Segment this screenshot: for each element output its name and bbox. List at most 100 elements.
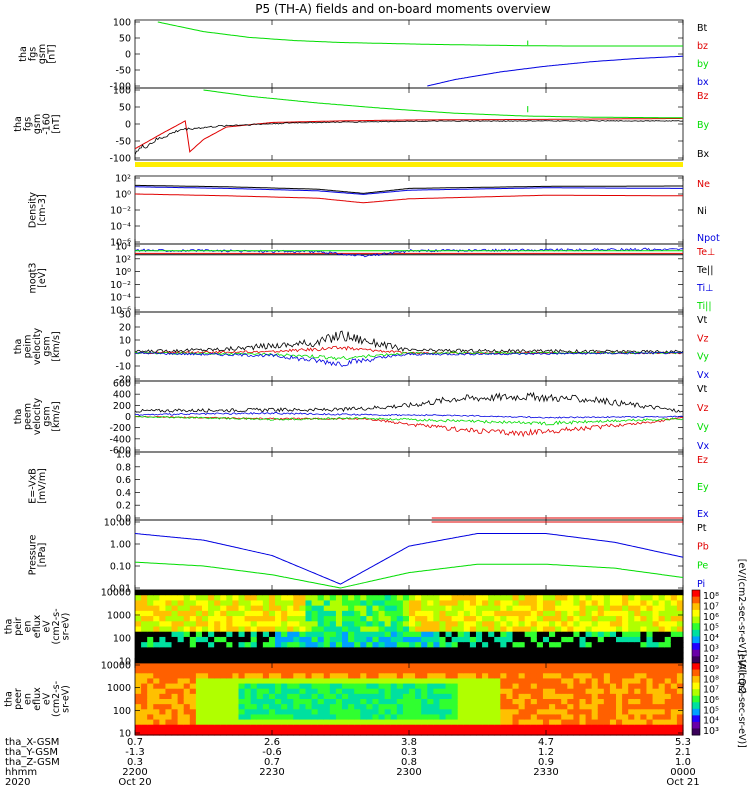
spectrogram-cell (159, 590, 167, 596)
spectrogram-cell (384, 610, 392, 617)
spectrogram-cell (147, 709, 154, 716)
spectrogram-cell (250, 621, 258, 628)
spectrogram-cell (268, 600, 276, 607)
spectrogram-cell (518, 595, 526, 602)
spectrogram-cell (494, 663, 501, 669)
spectrogram-cell (141, 724, 148, 731)
spectrogram-cell (208, 683, 215, 690)
spectrogram-cell (658, 652, 666, 659)
spectrogram-cell (195, 652, 203, 659)
spectrogram-cell (415, 610, 422, 617)
spectrogram-cell (153, 657, 160, 664)
spectrogram-cell (141, 673, 148, 680)
spectrogram-cell (317, 673, 325, 680)
spectrogram-cell (457, 688, 465, 695)
spectrogram-cell (622, 657, 629, 664)
legend-ex: Ex (697, 509, 709, 520)
spectrogram-cell (360, 704, 367, 710)
spectrogram-cell (165, 616, 173, 622)
spectrogram-cell (250, 626, 258, 633)
spectrogram-cell (214, 673, 221, 680)
spectrogram-cell (311, 657, 319, 664)
spectrogram-cell (232, 600, 240, 607)
spectrogram-cell (457, 652, 465, 659)
spectrogram-cell (238, 595, 246, 602)
spectrogram-cell (415, 636, 422, 643)
spectrogram-cell (135, 631, 142, 638)
spectrogram-cell (640, 626, 648, 633)
spectrogram-cell (585, 616, 593, 622)
spectrogram-cell (147, 631, 154, 638)
spectrogram-cell (141, 699, 148, 705)
spectrogram-cell (323, 590, 331, 596)
panel-5: thapeimvelocitygsm[km/s]3020100-10-20VtV… (13, 310, 709, 386)
spectrogram-cell (475, 673, 483, 680)
spectrogram-cell (305, 642, 313, 648)
spectrogram-cell (159, 729, 167, 736)
spectrogram-cell (451, 714, 459, 721)
spectrogram-cell (646, 616, 654, 622)
spectrogram-cell (281, 610, 288, 617)
spectrogram-cell (664, 678, 672, 685)
spectrogram-cell (421, 729, 428, 736)
spectrogram-cell (506, 626, 514, 633)
spectrogram-cell (153, 631, 160, 638)
spectrogram-cell (616, 719, 623, 726)
spectrogram-cell (549, 729, 556, 736)
spectrogram-cell (335, 719, 343, 726)
spectrogram-cell (226, 714, 234, 721)
spectrogram-cell (518, 709, 526, 716)
spectrogram-cell (195, 683, 203, 690)
spectrogram-cell (445, 642, 453, 648)
spectrogram-cell (622, 719, 629, 726)
spectrogram-cell (573, 610, 581, 617)
colorbar-band (692, 596, 700, 604)
spectrogram-cell (396, 663, 404, 669)
spectrogram-cell (421, 709, 428, 716)
spectrogram-cell (488, 631, 495, 638)
spectrogram-cell (232, 663, 240, 669)
spectrogram-cell (500, 678, 508, 685)
spectrogram-cell (585, 605, 593, 612)
spectrogram-cell (214, 729, 221, 736)
spectrogram-cell (628, 714, 635, 721)
spectrogram-cell (250, 709, 258, 716)
spectrogram-cell (585, 719, 593, 726)
spectrogram-cell (518, 724, 526, 731)
spectrogram-cell (427, 663, 434, 669)
spectrogram-cell (506, 652, 514, 659)
spectrogram-cell (640, 688, 648, 695)
spectrogram-cell (573, 616, 581, 622)
spectrogram-cell (317, 688, 325, 695)
spectrogram-cell (372, 626, 380, 633)
spectrogram-cell (549, 610, 556, 617)
spectrogram-cell (348, 699, 355, 705)
spectrogram-cell (542, 605, 550, 612)
spectrogram-cell (634, 688, 641, 695)
spectrogram-cell (348, 642, 355, 648)
spectrogram-cell (567, 636, 574, 643)
spectrogram-cell (561, 621, 568, 628)
spectrogram-cell (317, 714, 325, 721)
spectrogram-cell (421, 673, 428, 680)
spectrogram-cell (201, 621, 209, 628)
spectrogram-cell (530, 652, 538, 659)
spectrogram-cell (165, 605, 173, 612)
spectrogram-cell (153, 595, 160, 602)
spectrogram-cell (567, 683, 574, 690)
spectrogram-cell (390, 626, 398, 633)
spectrogram-cell (281, 631, 288, 638)
spectrogram-cell (567, 595, 574, 602)
spectrogram-cell (555, 636, 562, 643)
ylabel-line: [km/s] (51, 401, 62, 431)
spectrogram-cell (542, 595, 550, 602)
spectrogram-cell (445, 724, 453, 731)
spectrogram-cell (634, 657, 641, 664)
y-tick-label: 200 (113, 401, 131, 412)
spectrogram-cell (201, 631, 209, 638)
spectrogram-cell (268, 673, 276, 680)
spectrogram-cell (409, 729, 416, 736)
spectrogram-cell (372, 647, 380, 654)
panel-ylabel: thapeimvelocitygsm[km/s] (13, 328, 62, 366)
spectrogram-cell (512, 729, 520, 736)
